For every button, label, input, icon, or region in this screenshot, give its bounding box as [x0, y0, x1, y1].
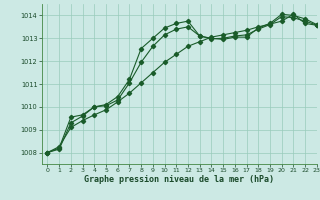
X-axis label: Graphe pression niveau de la mer (hPa): Graphe pression niveau de la mer (hPa) — [84, 175, 274, 184]
